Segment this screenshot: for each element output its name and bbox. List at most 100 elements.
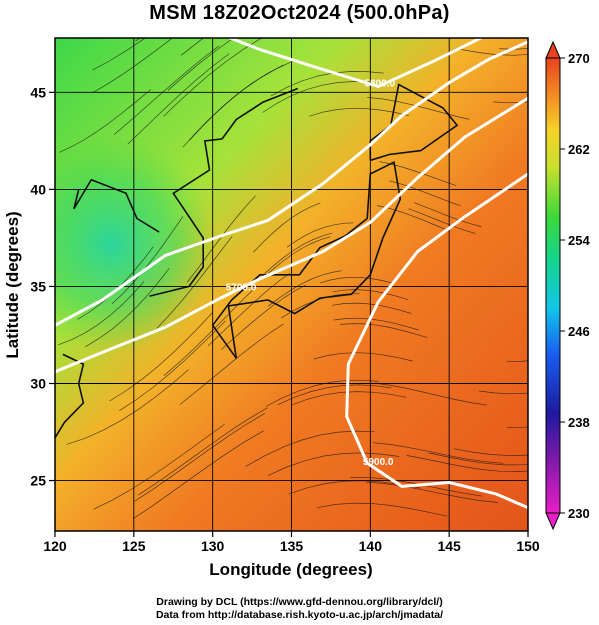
colorbar-tick-label: 254 bbox=[568, 233, 590, 248]
streamline bbox=[317, 502, 448, 517]
streamline bbox=[85, 268, 170, 348]
streamline bbox=[134, 413, 265, 502]
streamline bbox=[308, 107, 409, 117]
streamline bbox=[262, 81, 370, 113]
streamline bbox=[367, 97, 470, 120]
streamline bbox=[340, 323, 428, 338]
x-tick-label: 145 bbox=[437, 538, 461, 554]
streamline bbox=[207, 272, 291, 347]
streamline bbox=[499, 48, 528, 50]
streamline bbox=[506, 360, 528, 363]
contour-line bbox=[55, 96, 528, 374]
x-tick-label: 125 bbox=[122, 538, 146, 554]
y-axis-ticks: 25 30 35 40 45 bbox=[30, 84, 55, 489]
streamline bbox=[313, 352, 413, 362]
streamline bbox=[119, 320, 226, 411]
streamline bbox=[413, 202, 482, 227]
colorbar-tick-label: 270 bbox=[568, 51, 590, 66]
height-contours: 5800.0 5700.0 5900.0 bbox=[55, 38, 528, 510]
coastline bbox=[73, 178, 160, 233]
chart-title: MSM 18Z02Oct2024 (500.0hPa) bbox=[149, 2, 450, 24]
contour-line bbox=[226, 38, 485, 88]
colorbar-tick-label: 262 bbox=[568, 142, 590, 157]
colorbar-tick-label: 230 bbox=[568, 506, 590, 521]
contour-label: 5900.0 bbox=[363, 457, 394, 468]
streamline bbox=[179, 323, 284, 405]
streamline bbox=[372, 442, 504, 464]
streamline bbox=[135, 38, 141, 42]
streamline bbox=[406, 455, 528, 472]
streamline bbox=[97, 38, 100, 40]
streamline bbox=[453, 448, 528, 456]
streamline bbox=[132, 430, 264, 520]
colorbar-max-triangle bbox=[545, 40, 561, 59]
coastline bbox=[369, 83, 459, 162]
streamline bbox=[262, 236, 331, 280]
credit-data: Data from http://database.rish.kyoto-u.a… bbox=[155, 609, 444, 621]
y-tick-label: 45 bbox=[30, 84, 46, 100]
streamline bbox=[333, 317, 419, 331]
streamline bbox=[167, 38, 234, 91]
streamline bbox=[493, 101, 528, 104]
streamline bbox=[365, 481, 498, 503]
streamline bbox=[156, 236, 233, 329]
streamline bbox=[379, 161, 457, 186]
streamline bbox=[428, 452, 528, 466]
streamline bbox=[221, 284, 306, 350]
streamline bbox=[332, 302, 412, 314]
colorbar-scale bbox=[545, 57, 561, 514]
coastline bbox=[149, 87, 299, 297]
x-tick-label: 120 bbox=[43, 538, 67, 554]
contour-label: 5700.0 bbox=[226, 282, 257, 293]
streamline bbox=[253, 202, 321, 253]
streamline bbox=[93, 424, 225, 510]
contour-line bbox=[55, 40, 528, 327]
y-axis-label: Latitude (degrees) bbox=[3, 211, 22, 358]
streamline bbox=[180, 38, 205, 56]
streamline bbox=[372, 382, 487, 406]
x-tick-label: 140 bbox=[359, 538, 383, 554]
colorbar: 270 262 254 246 238 230 bbox=[545, 40, 590, 531]
streamline bbox=[277, 384, 392, 406]
x-axis-ticks: 120 125 130 135 140 145 150 bbox=[43, 531, 540, 554]
coastline bbox=[212, 161, 402, 359]
streamline bbox=[163, 287, 256, 376]
streamline bbox=[92, 38, 173, 94]
x-axis-label: Longitude (degrees) bbox=[209, 560, 372, 579]
contour-label: 5800.0 bbox=[364, 79, 395, 90]
colorbar-tick-label: 246 bbox=[568, 324, 590, 339]
y-tick-label: 35 bbox=[30, 278, 46, 294]
streamline bbox=[290, 391, 407, 406]
streamline bbox=[58, 281, 145, 346]
streamline bbox=[264, 232, 333, 274]
streamline bbox=[377, 205, 445, 230]
contour-line bbox=[345, 172, 528, 510]
y-tick-label: 40 bbox=[30, 181, 46, 197]
streamline bbox=[408, 208, 476, 234]
x-tick-label: 135 bbox=[280, 538, 304, 554]
colorbar-ticks: 270 262 254 246 238 230 bbox=[560, 51, 590, 521]
streamline bbox=[286, 222, 354, 248]
y-tick-label: 30 bbox=[30, 375, 46, 391]
streamline bbox=[92, 38, 146, 71]
y-tick-label: 25 bbox=[30, 473, 46, 489]
streamline bbox=[320, 276, 392, 284]
streamline bbox=[163, 38, 263, 117]
x-tick-label: 130 bbox=[201, 538, 225, 554]
streamline bbox=[182, 64, 284, 148]
streamline bbox=[111, 216, 184, 305]
streamline bbox=[478, 390, 528, 395]
streamline bbox=[66, 369, 189, 445]
credit-drawing: Drawing by DCL (https://www.gfd-dennou.o… bbox=[156, 596, 443, 608]
streamline bbox=[267, 270, 342, 307]
streamline bbox=[267, 452, 400, 476]
streamline bbox=[460, 49, 528, 56]
x-tick-label: 150 bbox=[516, 538, 540, 554]
streamline bbox=[127, 53, 230, 145]
streamline bbox=[109, 312, 213, 402]
lat-lon-grid bbox=[55, 38, 528, 531]
streamline bbox=[270, 71, 384, 97]
colorbar-min-triangle bbox=[545, 512, 561, 531]
colorbar-tick-label: 238 bbox=[568, 415, 590, 430]
